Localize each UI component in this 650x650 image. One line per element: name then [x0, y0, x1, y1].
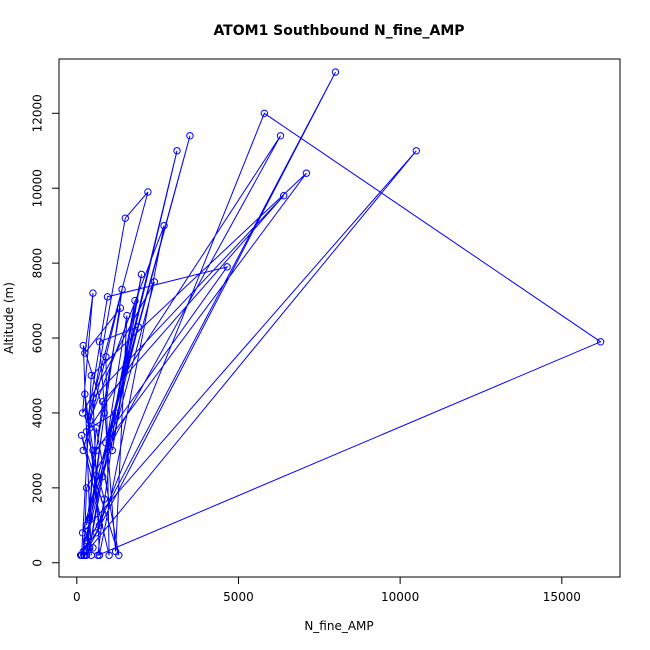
data-point	[160, 221, 168, 230]
data-point	[331, 68, 340, 76]
data-point	[596, 338, 605, 346]
data-point	[103, 293, 112, 301]
data-point	[86, 416, 94, 425]
y-tick-label: 8000	[31, 248, 45, 279]
chart-title: ATOM1 Southbound N_fine_AMP	[213, 23, 464, 39]
data-point	[95, 338, 104, 346]
data-point	[115, 551, 123, 559]
x-tick-label: 0	[73, 590, 81, 604]
y-tick-label: 10000	[31, 169, 45, 207]
data-point	[131, 296, 139, 305]
plot-area-frame	[58, 58, 621, 578]
data-point	[100, 409, 108, 417]
y-axis-title: Altitude (m)	[2, 282, 16, 354]
data-point	[81, 390, 89, 398]
data-point	[186, 132, 194, 140]
data-point	[92, 446, 100, 455]
data-point	[134, 323, 142, 331]
data-point	[80, 551, 88, 559]
data-point	[100, 495, 108, 503]
data-point	[79, 446, 87, 455]
data-point	[82, 521, 91, 530]
y-tick-label: 6000	[31, 323, 45, 354]
y-tick-label: 12000	[31, 94, 45, 132]
data-point	[82, 551, 91, 559]
data-point	[102, 439, 110, 447]
series-connector-line	[79, 71, 602, 557]
data-point	[89, 289, 97, 297]
data-point	[280, 192, 288, 200]
data-point	[137, 270, 146, 279]
data-point	[102, 353, 110, 361]
data-point	[87, 551, 96, 559]
data-point	[111, 409, 120, 417]
data-point	[108, 446, 117, 455]
data-point	[276, 132, 285, 140]
data-point	[79, 341, 87, 350]
data-point	[98, 398, 107, 406]
data-point	[82, 484, 91, 492]
data-point	[77, 551, 86, 559]
y-tick-label: 0	[31, 559, 45, 567]
data-point	[82, 427, 91, 436]
y-tick-label: 4000	[31, 398, 45, 429]
data-point	[173, 147, 181, 155]
data-point	[78, 409, 87, 417]
data-point	[84, 412, 92, 421]
data-point	[95, 551, 104, 559]
x-axis-title: N_fine_AMP	[304, 619, 373, 633]
y-axis: 0 2000 4000 6000 8000 10000 12000	[31, 94, 60, 567]
data-point	[150, 278, 159, 286]
data-point	[302, 169, 311, 177]
data-point	[92, 424, 100, 432]
data-point	[121, 214, 129, 222]
data-point	[82, 536, 91, 544]
data-point	[87, 371, 96, 380]
data-series	[76, 68, 605, 559]
data-point	[77, 431, 86, 440]
data-point	[95, 521, 104, 530]
x-axis: 0 5000 10000 15000	[73, 576, 581, 604]
data-point	[223, 263, 231, 271]
data-point	[86, 544, 94, 552]
data-point	[260, 109, 269, 118]
data-point	[89, 394, 97, 402]
y-tick-label: 2000	[31, 473, 45, 504]
data-point	[81, 349, 89, 357]
data-point	[92, 529, 100, 537]
x-tick-label: 10000	[381, 590, 419, 604]
data-point	[412, 147, 420, 155]
data-point	[118, 285, 126, 294]
data-point	[123, 311, 131, 320]
data-point	[116, 304, 125, 312]
data-point	[89, 544, 97, 552]
x-tick-label: 15000	[543, 590, 581, 604]
x-tick-label: 5000	[223, 590, 254, 604]
data-point	[98, 472, 107, 481]
data-point	[144, 188, 152, 196]
data-point	[105, 551, 113, 559]
data-point	[89, 446, 97, 455]
data-point	[86, 514, 94, 522]
data-point	[78, 529, 87, 537]
